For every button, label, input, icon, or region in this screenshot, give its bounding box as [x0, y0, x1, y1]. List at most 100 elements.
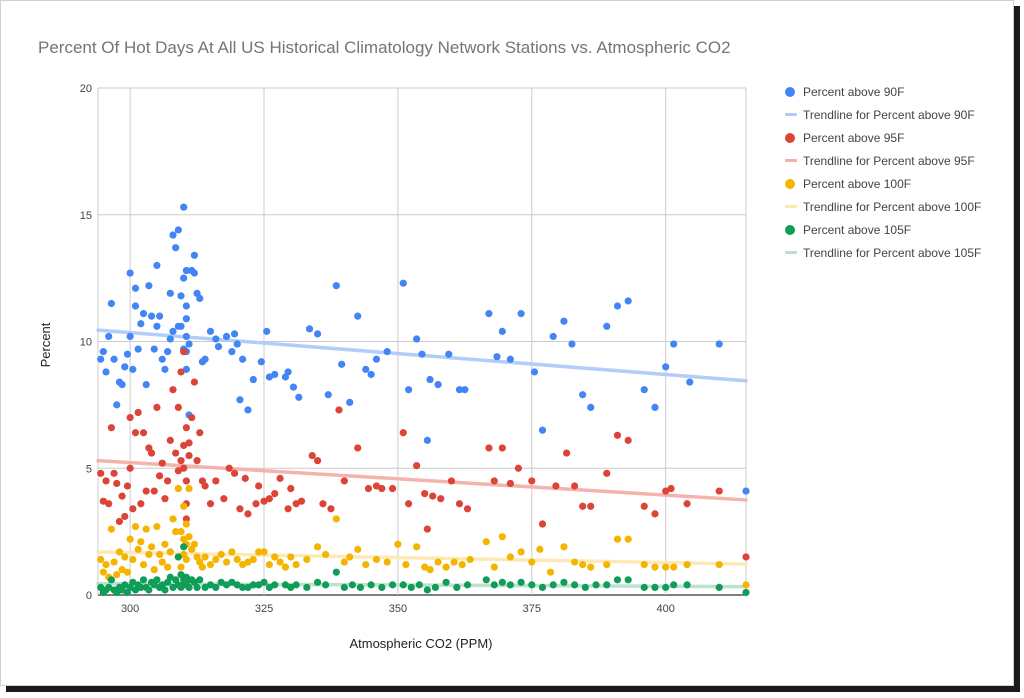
data-point [249, 375, 257, 384]
data-point [139, 576, 148, 584]
data-point [188, 413, 196, 422]
data-point [421, 490, 429, 498]
data-point [560, 317, 568, 325]
data-point [399, 429, 407, 437]
data-point [196, 576, 204, 584]
data-point [271, 490, 279, 498]
data-point [399, 279, 407, 287]
data-point [587, 403, 595, 412]
data-point [498, 578, 506, 586]
data-point [683, 581, 691, 589]
data-point [139, 310, 148, 318]
data-point [99, 348, 107, 356]
data-point [346, 398, 354, 406]
data-point [172, 244, 180, 252]
data-point [212, 477, 220, 485]
data-point [413, 462, 421, 470]
data-point [670, 581, 678, 589]
data-point [613, 302, 622, 310]
legend-label: Percent above 95F [803, 130, 905, 145]
data-point [346, 553, 354, 561]
data-point [402, 560, 410, 569]
data-point [147, 543, 156, 551]
data-point [322, 581, 330, 589]
data-point [560, 543, 568, 551]
grid-lines [97, 87, 747, 596]
data-point [113, 401, 121, 409]
data-point [182, 555, 190, 564]
data-point [110, 355, 118, 363]
data-point [118, 492, 126, 500]
data-point [139, 429, 148, 437]
legend-label: Trendline for Percent above 95F [803, 153, 975, 168]
data-point [490, 477, 498, 485]
axes: 0 5 10 15 20 300 325 350 375 400 [80, 83, 675, 615]
data-point [651, 583, 659, 591]
data-point [164, 477, 172, 485]
y-tick-label: 10 [80, 337, 92, 349]
data-point [292, 581, 300, 589]
data-point [110, 558, 118, 566]
data-point [190, 378, 198, 386]
data-point [115, 517, 124, 526]
x-tick-label: 400 [656, 603, 674, 615]
data-point [546, 568, 555, 576]
y-tick-label: 15 [80, 210, 92, 222]
data-point [667, 484, 675, 493]
data-point [394, 540, 402, 548]
data-point [354, 545, 362, 553]
legend-line-marker [785, 205, 797, 208]
data-point [418, 350, 426, 358]
data-point [426, 566, 434, 574]
data-point [105, 500, 113, 508]
data-point [161, 586, 169, 594]
data-point [313, 457, 322, 465]
data-point [225, 464, 233, 472]
data-point [372, 555, 381, 564]
data-point [265, 373, 273, 381]
data-point [485, 310, 493, 318]
data-point [180, 543, 188, 551]
data-point [217, 550, 225, 559]
data-point [407, 583, 415, 591]
data-point [313, 578, 322, 586]
data-point [206, 500, 215, 508]
data-point [662, 487, 670, 495]
data-points [97, 203, 750, 597]
data-point [742, 588, 750, 597]
data-point [137, 500, 145, 508]
data-point [423, 525, 431, 533]
data-point [107, 299, 115, 308]
data-point [172, 449, 180, 457]
data-point [102, 560, 110, 569]
data-point [493, 353, 501, 361]
legend-label: Percent above 105F [803, 222, 912, 237]
legend-label: Percent above 90F [803, 84, 905, 99]
data-point [528, 477, 536, 485]
data-point [99, 568, 107, 576]
data-point [405, 386, 413, 394]
data-point [201, 583, 209, 591]
data-point [579, 502, 587, 510]
legend-item: Percent above 90F [785, 80, 1000, 103]
data-point [287, 484, 295, 493]
data-point [742, 553, 750, 561]
data-point [238, 583, 247, 591]
data-point [528, 581, 536, 589]
data-point [613, 431, 622, 439]
data-point [166, 436, 174, 444]
data-point [429, 492, 437, 500]
data-point [214, 342, 223, 351]
data-point [271, 370, 279, 379]
data-point [222, 581, 231, 589]
data-point [257, 358, 265, 366]
data-point [142, 380, 150, 389]
data-point [453, 583, 461, 591]
data-point [153, 322, 161, 330]
y-tick-label: 5 [86, 463, 92, 475]
data-point [174, 226, 182, 234]
data-point [265, 560, 273, 569]
data-point [549, 332, 557, 341]
legend-marker [785, 132, 795, 143]
data-point [97, 555, 105, 564]
